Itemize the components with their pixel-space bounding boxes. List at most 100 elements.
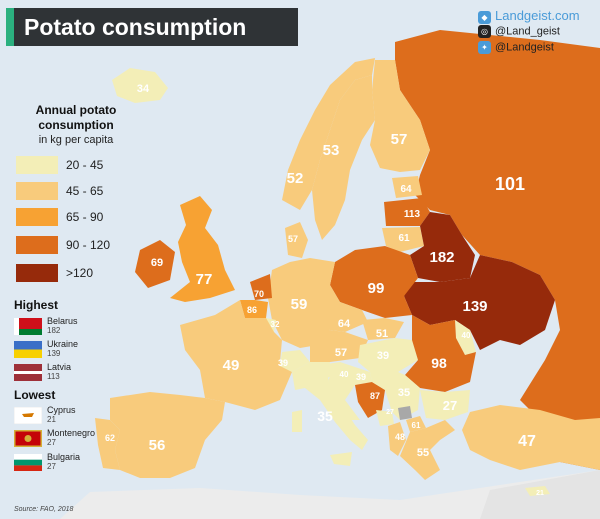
legend-swatch	[16, 208, 58, 226]
norway-value: 53	[323, 142, 340, 159]
lithuania-region	[382, 227, 424, 252]
slovakia-region	[362, 318, 404, 340]
highest-item: Ukraine 139	[14, 339, 124, 361]
spain-value: 56	[149, 437, 166, 454]
albania-region	[388, 422, 406, 456]
social-instagram-text: @Land_geist	[495, 25, 560, 38]
highest-value: 182	[47, 326, 61, 335]
legend-label: 20 - 45	[66, 158, 104, 172]
ukraine-flag-icon	[14, 341, 42, 358]
iceland-region	[112, 68, 168, 103]
legend-title-line1: Annual potato	[35, 103, 117, 117]
lowest-value: 21	[47, 415, 56, 424]
macedonia-region	[406, 416, 426, 432]
estonia-region	[392, 176, 422, 198]
lithuania-value: 61	[398, 233, 410, 244]
source-note: Source: FAO, 2018	[14, 506, 74, 513]
sweden-value: 52	[287, 170, 304, 187]
latvia-value: 113	[404, 209, 421, 220]
legend-label: 90 - 120	[66, 238, 111, 252]
france-region	[180, 300, 292, 410]
croatia-value: 39	[356, 372, 366, 382]
ukraine-value: 139	[462, 298, 487, 315]
greece-region	[400, 420, 455, 480]
montenegro-flag-icon	[14, 430, 42, 447]
czechia-value: 64	[338, 318, 351, 330]
switzerland-value: 39	[278, 358, 288, 368]
bosnia-value: 87	[370, 391, 380, 401]
highest-country: Latvia	[47, 362, 72, 372]
legend-label: 65 - 90	[66, 210, 104, 224]
greece-value: 55	[417, 447, 429, 459]
serbia-value: 35	[398, 387, 410, 399]
italy-region	[292, 362, 368, 450]
slovakia-value: 51	[376, 328, 388, 340]
bulgaria-value: 27	[443, 398, 457, 413]
page-title: Potato consumption	[24, 14, 247, 40]
social-instagram: ◎ @Land_geist	[478, 25, 560, 38]
moldova-value: 40	[462, 331, 471, 340]
legend-swatch	[16, 236, 58, 254]
title-banner: Potato consumption	[6, 8, 298, 46]
turkey-value: 47	[518, 433, 536, 450]
sardinia-region	[292, 410, 302, 432]
other-land	[60, 470, 600, 519]
legend-label: >120	[66, 266, 94, 280]
ireland-value: 69	[151, 257, 163, 269]
belarus-flag-icon	[14, 318, 42, 335]
belarus-region	[410, 212, 475, 282]
cyprus-value: 21	[536, 490, 544, 497]
social-website-text: Landgeist.com	[495, 8, 580, 23]
moldova-region	[455, 320, 476, 355]
czechia-region	[318, 302, 368, 332]
finland-value: 57	[391, 131, 408, 148]
highest-value: 113	[47, 372, 60, 381]
social-twitter: ✦ @Landgeist	[478, 41, 554, 54]
luxembourg-value: 32	[271, 320, 280, 329]
uk-region	[170, 196, 235, 302]
hungary-value: 39	[377, 350, 389, 362]
legend-subtitle: in kg per capita	[38, 134, 114, 146]
highest-value: 139	[47, 349, 61, 358]
croatia-region	[328, 362, 372, 420]
montenegro-value: 27	[386, 409, 394, 416]
estonia-value: 64	[400, 184, 412, 195]
france-value: 49	[223, 357, 240, 374]
lowest-item: Bulgaria 27	[14, 452, 124, 474]
social-twitter-text: @Landgeist	[495, 41, 554, 54]
highest-item: Belarus 182	[14, 316, 124, 338]
netherlands-region	[250, 274, 272, 300]
belgium-region	[240, 300, 268, 318]
portugal-region	[95, 418, 120, 470]
denmark-value: 57	[288, 234, 298, 244]
latvia-flag-icon	[14, 364, 42, 381]
norway-region	[282, 58, 375, 210]
highest-title: Highest	[14, 298, 59, 312]
highest-country: Ukraine	[47, 339, 79, 349]
macedonia-value: 61	[412, 421, 421, 430]
poland-value: 99	[368, 280, 385, 297]
latvia-region	[384, 198, 430, 226]
portugal-value: 62	[105, 433, 115, 443]
netherlands-value: 70	[254, 289, 264, 299]
denmark-region	[285, 222, 308, 258]
turkey-region	[462, 405, 600, 470]
legend-title-line2: consumption	[38, 118, 114, 132]
russia-region	[395, 30, 600, 470]
highest-item: Latvia 113	[14, 362, 124, 384]
austria-value: 57	[335, 347, 347, 359]
cyprus-flag-icon	[14, 407, 42, 424]
montenegro-region	[376, 410, 394, 426]
instagram-icon: ◎	[478, 25, 491, 38]
bulgaria-region	[420, 390, 470, 420]
uk-value: 77	[196, 271, 213, 288]
poland-region	[330, 246, 418, 318]
lowest-title: Lowest	[14, 388, 56, 402]
romania-value: 98	[431, 355, 447, 371]
albania-value: 48	[395, 432, 405, 442]
austria-region	[310, 330, 368, 362]
belarus-value: 182	[429, 249, 454, 266]
social-website: ◆ Landgeist.com	[478, 8, 580, 24]
